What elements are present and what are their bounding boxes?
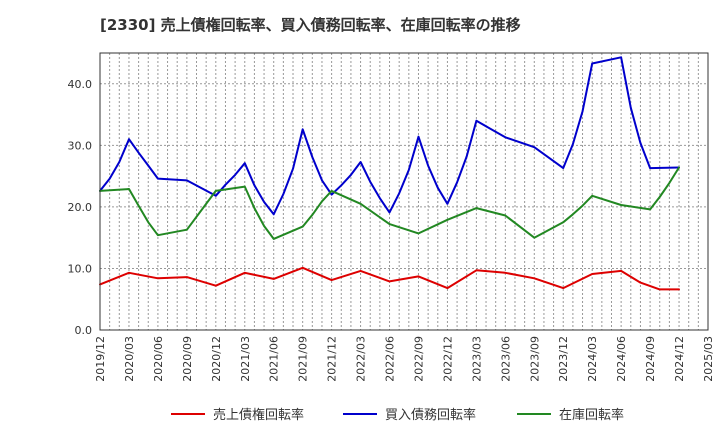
x-tick-label: 2022/03 (355, 336, 368, 382)
legend: 売上債権回転率 買入債務回転率 在庫回転率 (171, 407, 624, 423)
series-line-3 (99, 166, 680, 240)
x-tick-label: 2022/09 (412, 336, 425, 382)
x-tick-label: 2024/06 (615, 336, 628, 382)
plot-frame (99, 52, 709, 331)
y-tick-label: 40.0 (68, 78, 93, 91)
legend-label-1: 売上債権回転率 (213, 407, 304, 423)
y-tick-label: 20.0 (68, 201, 93, 214)
grid-layer (100, 53, 708, 330)
y-tick-label: 30.0 (68, 139, 93, 152)
x-tick-label: 2020/09 (181, 336, 194, 382)
y-axis: 0.0 10.0 20.0 30.0 40.0 (68, 78, 93, 337)
series-line-2 (99, 56, 680, 216)
x-tick-label: 2021/06 (268, 336, 281, 382)
legend-label-2: 買入債務回転率 (385, 407, 476, 423)
x-tick-label: 2021/09 (297, 336, 310, 382)
x-tick-label: 2025/03 (702, 336, 715, 382)
x-tick-label: 2024/12 (673, 336, 686, 382)
x-tick-label: 2021/12 (326, 336, 339, 382)
y-tick-label: 10.0 (68, 262, 93, 275)
x-tick-label: 2023/09 (528, 336, 541, 382)
x-tick-label: 2020/03 (123, 336, 136, 382)
x-axis: 2019/12 2020/03 2020/06 2020/09 2020/12 2021/… (94, 336, 715, 382)
x-tick-label: 2023/06 (499, 336, 512, 382)
x-tick-label: 2020/06 (152, 336, 165, 382)
legend-label-3: 在庫回転率 (559, 407, 624, 423)
x-tick-label: 2021/03 (239, 336, 252, 382)
x-tick-label: 2019/12 (94, 336, 107, 382)
series-line-1 (99, 266, 680, 291)
y-tick-label: 0.0 (75, 324, 93, 337)
x-tick-label: 2024/09 (644, 336, 657, 382)
x-tick-label: 2022/12 (441, 336, 454, 382)
x-tick-label: 2023/12 (557, 336, 570, 382)
x-tick-label: 2023/03 (470, 336, 483, 382)
series-layer (99, 56, 680, 291)
x-tick-label: 2022/06 (384, 336, 397, 382)
chart-title: [2330] 売上債権回転率、買入債務回転率、在庫回転率の推移 (100, 16, 521, 34)
x-tick-label: 2020/12 (210, 336, 223, 382)
x-tick-label: 2024/03 (586, 336, 599, 382)
